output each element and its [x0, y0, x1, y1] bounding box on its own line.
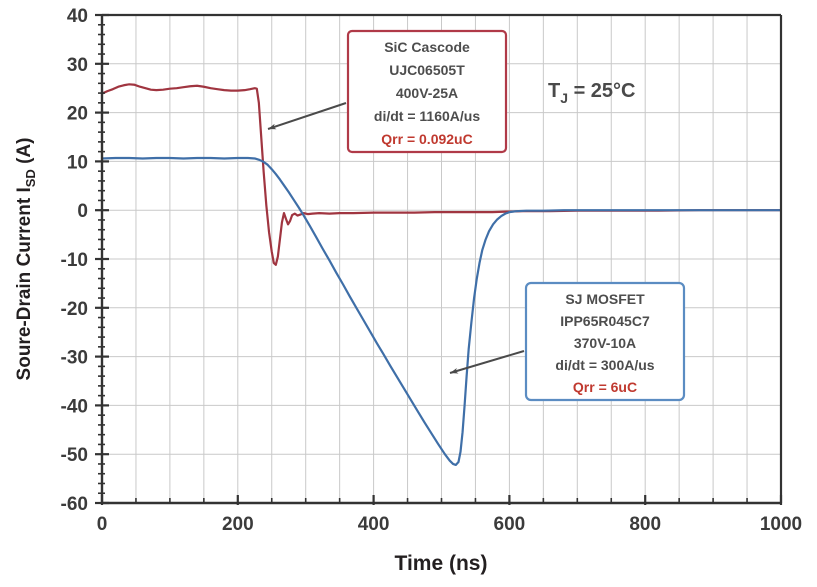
- sj-mosfet-box-border: [524, 281, 686, 402]
- x-tick-label: 0: [97, 514, 108, 535]
- y-axis-title: Soure-Drain Current ISD (A): [14, 138, 38, 381]
- sj-mosfet-qrr-value: Qrr = 6uC: [573, 379, 637, 395]
- sj-mosfet-callout-arrow: [449, 350, 525, 374]
- y-axis-title-subscript: SD: [23, 169, 38, 187]
- y-axis-title-main: Soure-Drain Current I: [14, 187, 35, 380]
- x-tick-label: 1000: [760, 514, 802, 535]
- sic-cascode-callout-arrow: [267, 102, 347, 130]
- y-tick-label: -40: [61, 396, 88, 417]
- temperature-label-main: T: [548, 80, 560, 102]
- gridlines: [102, 15, 781, 503]
- axis-tick-labels: 40 30 20 10 0 -10 -20 -30 -40 -50 -60 0 200 400 600 800…: [61, 6, 803, 535]
- svg-text:Soure-Drain Current ISD (A): Soure-Drain Current ISD (A): [14, 138, 38, 381]
- sic-cascode-line-4: di/dt = 1160A/us: [374, 108, 480, 124]
- x-tick-label: 600: [494, 514, 526, 535]
- sic-cascode-line-2: UJC06505T: [389, 62, 465, 78]
- sic-cascode-line-1: SiC Cascode: [384, 39, 470, 55]
- temperature-label-rest: = 25°C: [568, 80, 635, 102]
- y-tick-label: 0: [77, 201, 88, 222]
- y-tick-label: 10: [67, 152, 88, 173]
- svg-text:TJ = 25°C: TJ = 25°C: [548, 80, 636, 106]
- y-tick-label: 40: [67, 6, 88, 27]
- temperature-label-subscript: J: [560, 90, 568, 106]
- y-tick-label: -50: [61, 445, 88, 466]
- series-line-1: [102, 156, 781, 467]
- series-line-0: [102, 83, 781, 266]
- y-axis-title-unit: (A): [14, 138, 35, 170]
- y-tick-label: 20: [67, 104, 88, 125]
- sic-cascode-qrr-value: Qrr = 0.092uC: [381, 131, 472, 147]
- x-tick-label: 800: [629, 514, 661, 535]
- axis-ticks: [95, 13, 783, 505]
- temperature-annotation: TJ = 25°C: [548, 80, 636, 106]
- sic-cascode-box-border: [346, 29, 508, 154]
- x-tick-label: 200: [222, 514, 254, 535]
- sj-mosfet-annotation-box: SJ MOSFET IPP65R045C7 370V-10A di/dt = 3…: [524, 281, 686, 402]
- y-tick-label: -10: [61, 250, 88, 271]
- y-tick-label: -30: [61, 348, 88, 369]
- y-tick-label: -20: [61, 299, 88, 320]
- x-tick-label: 400: [358, 514, 390, 535]
- sj-mosfet-line-4: di/dt = 300A/us: [555, 357, 654, 373]
- sic-cascode-line-3: 400V-25A: [396, 85, 458, 101]
- sic-cascode-annotation-box: SiC Cascode UJC06505T 400V-25A di/dt = 1…: [346, 29, 508, 154]
- sj-mosfet-line-1: SJ MOSFET: [565, 291, 645, 307]
- data-series-group: [102, 83, 781, 467]
- y-tick-label: -60: [61, 494, 88, 515]
- x-axis-title: Time (ns): [395, 552, 488, 575]
- sj-mosfet-line-3: 370V-10A: [574, 335, 636, 351]
- y-tick-label: 30: [67, 55, 88, 76]
- sj-mosfet-line-2: IPP65R045C7: [560, 313, 650, 329]
